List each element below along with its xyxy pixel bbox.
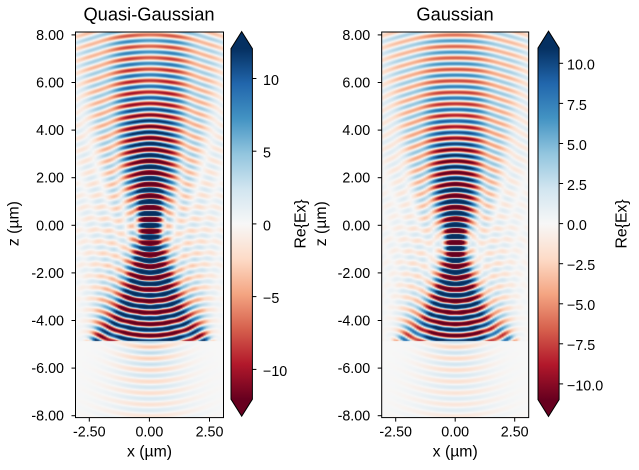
svg-text:−10: −10 [263,364,287,380]
svg-text:−5: −5 [263,291,279,307]
svg-text:-2.50: -2.50 [379,425,412,441]
svg-text:Re{Ex}: Re{Ex} [292,199,309,248]
svg-text:-4.00: -4.00 [31,314,64,330]
svg-text:2.00: 2.00 [342,171,370,187]
svg-text:x (µm): x (µm) [127,444,172,461]
svg-text:-2.50: -2.50 [73,425,106,441]
svg-text:-2.00: -2.00 [31,266,64,282]
svg-text:0.0: 0.0 [567,218,587,234]
svg-text:−7.5: −7.5 [567,338,595,354]
svg-text:-4.00: -4.00 [338,314,371,330]
svg-text:8.00: 8.00 [36,28,64,44]
svg-text:5: 5 [263,146,271,162]
svg-text:Gaussian: Gaussian [416,4,493,25]
svg-text:z (µm): z (µm) [6,201,23,246]
svg-text:−2.5: −2.5 [567,258,595,274]
svg-text:0.00: 0.00 [36,218,64,234]
svg-text:Quasi-Gaussian: Quasi-Gaussian [83,4,214,25]
svg-text:-8.00: -8.00 [31,409,64,425]
svg-text:0.00: 0.00 [135,425,163,441]
svg-text:-8.00: -8.00 [338,409,371,425]
svg-text:5.0: 5.0 [567,138,587,154]
svg-text:−10.0: −10.0 [567,378,603,394]
svg-text:2.5: 2.5 [567,178,587,194]
svg-text:2.00: 2.00 [36,171,64,187]
svg-text:4.00: 4.00 [342,123,370,139]
svg-text:Re{Ex}: Re{Ex} [614,199,631,248]
svg-text:10.0: 10.0 [567,58,595,74]
svg-text:2.50: 2.50 [501,425,529,441]
svg-text:-2.00: -2.00 [338,266,371,282]
svg-text:10: 10 [263,73,279,89]
svg-text:6.00: 6.00 [342,76,370,92]
svg-text:6.00: 6.00 [36,76,64,92]
svg-text:x (µm): x (µm) [433,444,478,461]
svg-text:7.5: 7.5 [567,98,587,114]
svg-text:-6.00: -6.00 [338,361,371,377]
svg-text:0: 0 [263,218,271,234]
svg-text:8.00: 8.00 [342,28,370,44]
svg-text:2.50: 2.50 [196,425,224,441]
svg-text:0.00: 0.00 [342,218,370,234]
svg-text:z (µm): z (µm) [313,201,330,246]
svg-text:4.00: 4.00 [36,123,64,139]
svg-text:0.00: 0.00 [441,425,469,441]
svg-text:−5.0: −5.0 [567,298,595,314]
svg-text:-6.00: -6.00 [31,361,64,377]
